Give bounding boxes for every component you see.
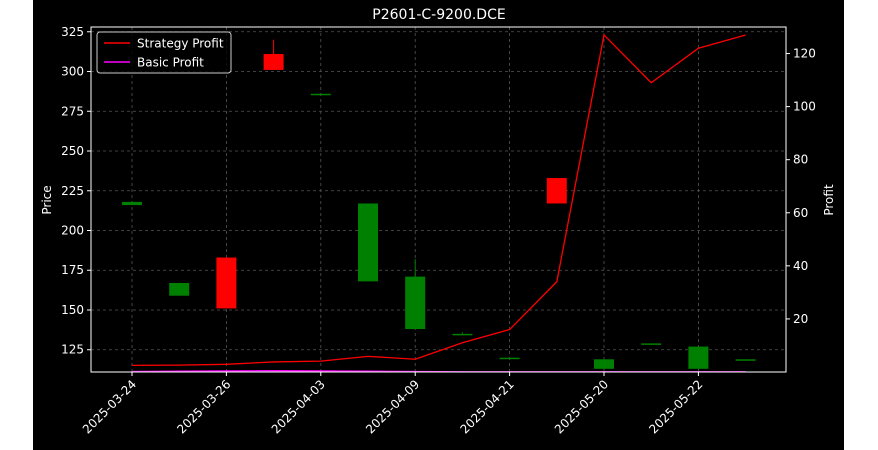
candle-body [452, 333, 473, 336]
candle-body [405, 276, 426, 330]
legend: Strategy Profit Basic Profit [96, 31, 232, 74]
candle-body [169, 282, 190, 296]
candle-body [735, 359, 756, 361]
strategy-profit-line [131, 33, 746, 367]
candle-body [216, 257, 237, 309]
candle-body [122, 201, 142, 206]
candle-body [263, 54, 284, 70]
plot-frame [90, 26, 787, 373]
right-tick-label: 120 [793, 47, 816, 61]
left-tick-label: 200 [61, 224, 84, 238]
candle-body [546, 178, 567, 204]
chart-title: P2601-C-9200.DCE [372, 7, 505, 23]
right-tick-label: 20 [793, 312, 808, 326]
left-tick-label: 225 [61, 184, 84, 198]
left-tick-label: 150 [61, 303, 84, 317]
legend-strategy-label: Strategy Profit [137, 37, 224, 51]
right-tick-label: 40 [793, 259, 808, 273]
right-axis-ticks: 20 40 60 80 100 120 [786, 47, 816, 326]
left-axis-ticks: 125 150 175 200 225 250 275 300 325 [61, 25, 91, 357]
candle-body [499, 357, 520, 360]
candle-body [688, 346, 709, 369]
left-tick-label: 175 [61, 263, 84, 277]
right-tick-label: 100 [793, 100, 816, 114]
left-tick-label: 325 [61, 25, 84, 39]
candle-body [641, 343, 662, 345]
candle-body [310, 93, 331, 96]
candle-body [594, 359, 614, 369]
candle-body [358, 203, 378, 282]
plot-area [91, 27, 786, 372]
left-tick-label: 250 [61, 144, 84, 158]
right-tick-label: 80 [793, 153, 808, 167]
right-axis-label: Profit [822, 184, 836, 216]
candlestick-series [122, 39, 756, 369]
legend-basic-label: Basic Profit [137, 56, 204, 70]
left-axis-label: Price [40, 185, 54, 214]
left-tick-label: 125 [61, 343, 84, 357]
left-tick-label: 300 [61, 65, 84, 79]
right-tick-label: 60 [793, 206, 808, 220]
legend-box [96, 31, 232, 74]
left-tick-label: 275 [61, 104, 84, 118]
